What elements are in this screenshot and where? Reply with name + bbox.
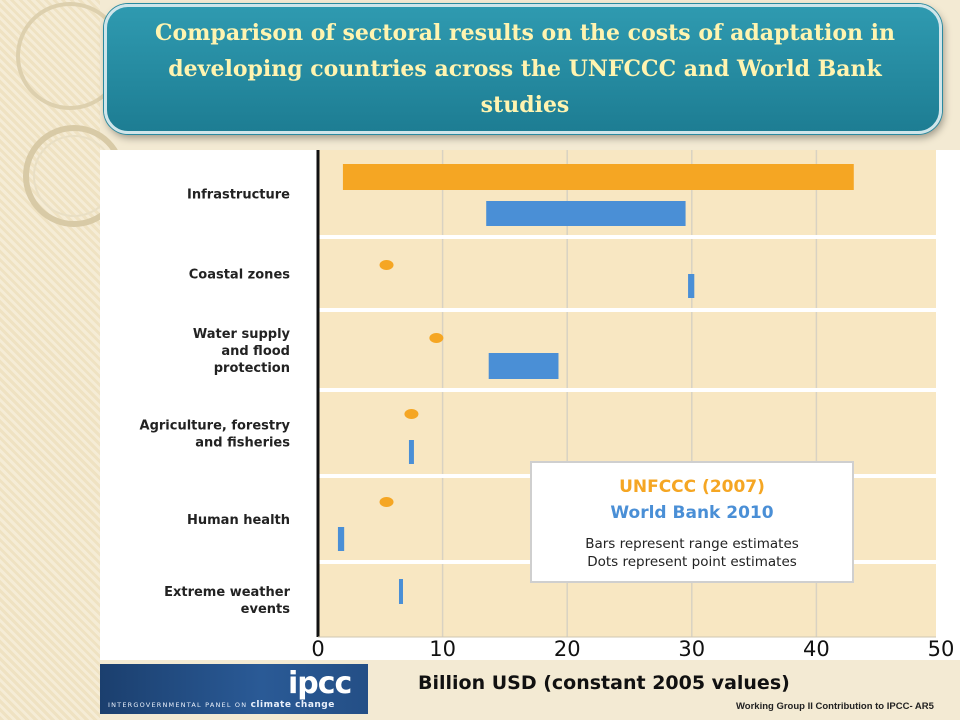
category-label: and flood — [221, 344, 290, 359]
ipcc-logo-subtitle-emph: climate change — [250, 700, 335, 710]
x-tick-label: 50 — [928, 637, 955, 660]
worldbank-range-bar — [488, 353, 559, 379]
category-label: protection — [214, 361, 290, 376]
x-axis-label: Billion USD (constant 2005 values) — [418, 672, 790, 694]
worldbank-range-bar — [688, 274, 695, 298]
category-label: events — [241, 602, 291, 617]
x-tick-label: 40 — [803, 637, 830, 660]
legend-entry-unfccc: UNFCCC (2007) — [619, 477, 765, 497]
legend-note: Dots represent point estimates — [587, 554, 797, 570]
category-label: Agriculture, forestry — [140, 419, 291, 434]
x-tick-label: 30 — [678, 637, 705, 660]
title-banner: Comparison of sectoral results on the co… — [104, 4, 942, 134]
category-label: Infrastructure — [187, 188, 290, 203]
legend-entry-worldbank: World Bank 2010 — [610, 503, 773, 523]
ipcc-logo-subtitle: INTERGOVERNMENTAL PANEL ON climate chang… — [108, 700, 335, 710]
worldbank-range-bar — [486, 201, 686, 226]
x-tick-label: 10 — [429, 637, 456, 660]
category-label: Water supply — [193, 327, 291, 342]
decorative-side-strip — [0, 0, 100, 720]
footer-note: Working Group II Contribution to IPCC- A… — [736, 701, 934, 712]
slide-title: Comparison of sectoral results on the co… — [154, 20, 896, 118]
cost-comparison-chart: Infrastructure Coastal zones Water supply a… — [100, 150, 960, 660]
x-tick-label: 0 — [311, 637, 324, 660]
x-tick-label: 20 — [554, 637, 581, 660]
legend-box — [530, 461, 854, 583]
category-label: Human health — [187, 513, 290, 528]
unfccc-point-dot — [379, 497, 394, 507]
ipcc-logo-word: ipcc — [288, 666, 352, 701]
category-label: Coastal zones — [189, 268, 291, 283]
category-label: Extreme weather — [164, 585, 290, 600]
worldbank-range-bar — [337, 527, 345, 551]
ipcc-logo: ipcc INTERGOVERNMENTAL PANEL ON climate … — [100, 664, 368, 714]
unfccc-range-bar — [342, 164, 854, 190]
legend-note: Bars represent range estimates — [585, 536, 799, 552]
chart-panel: Infrastructure Coastal zones Water supply a… — [100, 150, 960, 660]
unfccc-point-dot — [404, 409, 419, 419]
unfccc-point-dot — [379, 260, 394, 270]
unfccc-point-dot — [429, 333, 444, 343]
category-label: and fisheries — [195, 436, 290, 451]
ipcc-logo-subtitle-prefix: INTERGOVERNMENTAL PANEL ON — [108, 701, 251, 709]
worldbank-range-bar — [398, 579, 403, 604]
worldbank-range-bar — [408, 440, 414, 464]
